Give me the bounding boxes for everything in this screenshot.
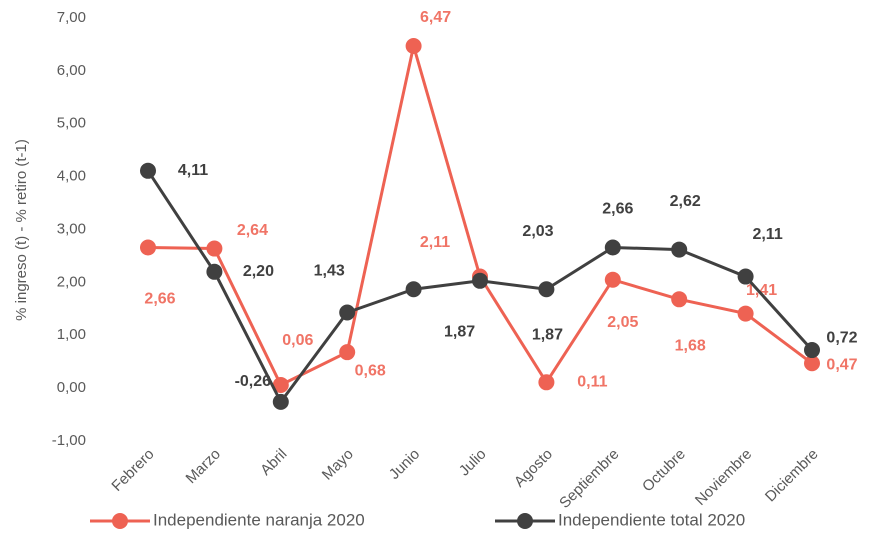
y-tick-label: -1,00 bbox=[52, 432, 86, 449]
data-label: 2,11 bbox=[420, 234, 450, 251]
data-point bbox=[140, 239, 156, 256]
data-point bbox=[604, 239, 621, 256]
data-label: 2,62 bbox=[670, 193, 701, 210]
legend-marker bbox=[517, 513, 533, 529]
x-tick-label: Mayo bbox=[319, 446, 357, 484]
x-tick-label: Julio bbox=[456, 446, 490, 480]
x-tick-label: Octubre bbox=[639, 446, 689, 496]
data-label: 0,72 bbox=[826, 329, 857, 346]
data-point bbox=[339, 344, 356, 361]
data-point bbox=[671, 291, 688, 308]
x-tick-label: Agosto bbox=[511, 446, 556, 491]
x-tick-label: Septiembre bbox=[556, 446, 622, 512]
data-label: 0,68 bbox=[355, 362, 386, 379]
data-label: -0,26 bbox=[235, 373, 272, 390]
y-tick-label: 6,00 bbox=[57, 62, 86, 79]
data-point bbox=[538, 281, 555, 298]
data-point bbox=[272, 393, 289, 410]
legend-marker bbox=[112, 513, 128, 529]
y-tick-label: 3,00 bbox=[57, 220, 86, 237]
x-tick-label: Junio bbox=[386, 446, 423, 483]
data-label: 2,11 bbox=[752, 226, 782, 243]
x-tick-label: Noviembre bbox=[692, 446, 755, 509]
data-point bbox=[206, 263, 223, 280]
y-tick-label: 2,00 bbox=[57, 273, 86, 290]
data-label: 2,20 bbox=[243, 263, 274, 280]
data-point bbox=[804, 355, 820, 372]
data-point bbox=[405, 38, 422, 55]
data-point bbox=[804, 342, 820, 359]
data-point bbox=[538, 374, 555, 391]
y-tick-label: 7,00 bbox=[57, 9, 86, 26]
data-point bbox=[737, 268, 754, 285]
x-tick-label: Febrero bbox=[108, 446, 157, 495]
y-axis-label: % ingreso (t) - % retiro (t-1) bbox=[13, 139, 30, 321]
x-tick-label: Diciembre bbox=[762, 446, 822, 506]
data-label: 1,68 bbox=[675, 338, 706, 355]
y-tick-label: 5,00 bbox=[57, 115, 86, 132]
data-label: 2,66 bbox=[602, 201, 633, 218]
data-point bbox=[405, 281, 422, 298]
data-point bbox=[339, 304, 356, 321]
data-label: 2,05 bbox=[607, 314, 638, 331]
data-point bbox=[272, 376, 289, 393]
data-label: 0,47 bbox=[826, 356, 857, 373]
y-tick-label: 4,00 bbox=[57, 168, 86, 185]
data-label: 1,87 bbox=[532, 326, 563, 343]
data-label: 1,43 bbox=[314, 263, 345, 280]
data-point bbox=[671, 241, 688, 258]
data-label: 6,47 bbox=[420, 9, 451, 26]
data-point bbox=[604, 271, 621, 288]
legend-label: Independiente naranja 2020 bbox=[153, 510, 365, 529]
data-label: 2,03 bbox=[522, 223, 553, 240]
data-point bbox=[206, 240, 223, 257]
data-label: 2,64 bbox=[237, 222, 268, 239]
data-label: 0,06 bbox=[282, 332, 313, 349]
legend-label: Independiente total 2020 bbox=[558, 510, 745, 529]
data-label: 0,11 bbox=[577, 374, 607, 391]
data-point bbox=[737, 305, 754, 322]
y-tick-label: 1,00 bbox=[57, 326, 86, 343]
data-label: 4,11 bbox=[178, 162, 208, 179]
data-label: 1,87 bbox=[444, 323, 475, 340]
x-tick-label: Marzo bbox=[183, 446, 224, 487]
data-point bbox=[140, 162, 156, 179]
x-tick-label: Abril bbox=[257, 446, 290, 479]
data-point bbox=[472, 272, 488, 289]
y-tick-label: 0,00 bbox=[57, 379, 86, 396]
data-label: 2,66 bbox=[144, 291, 175, 308]
